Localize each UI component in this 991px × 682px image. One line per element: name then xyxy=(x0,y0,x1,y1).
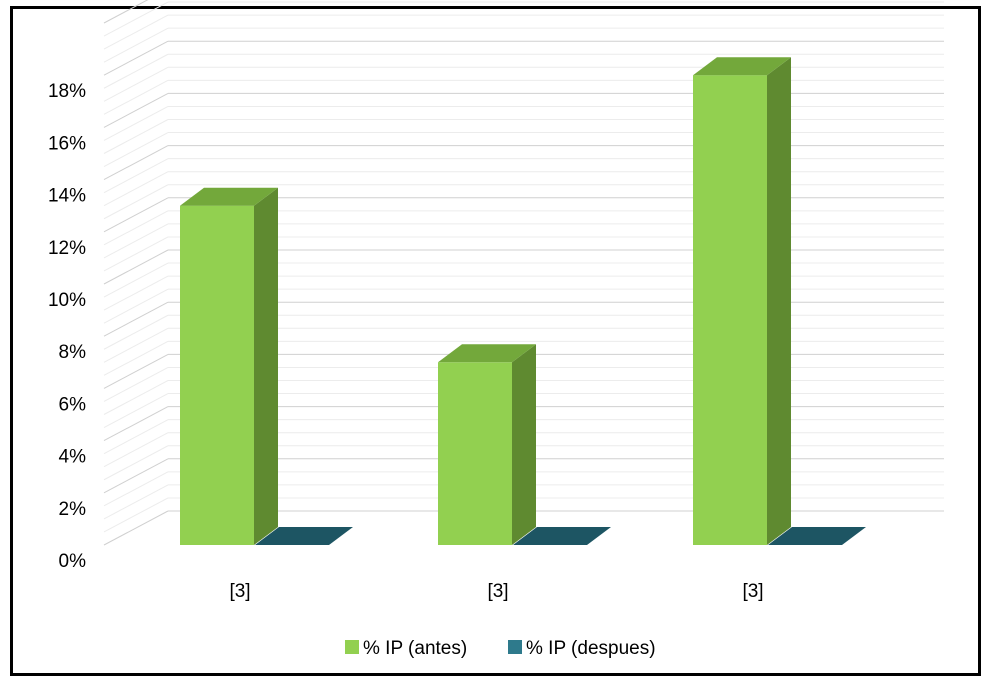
gridline-depth xyxy=(103,249,169,285)
gridline-depth xyxy=(103,210,169,246)
y-axis-ticks: 0% 2% 4% 6% 8% 10% 12% 14% 16% 18% xyxy=(48,81,86,572)
gridline-depth xyxy=(103,53,169,89)
y-tick-label: 8% xyxy=(59,342,87,363)
gridline-depth xyxy=(103,119,169,154)
gridline-depth xyxy=(103,340,169,376)
gridline-depth xyxy=(103,471,169,507)
gridline-depth xyxy=(103,92,169,128)
gridline-depth xyxy=(103,14,169,50)
category-labels: [3] [3] [3] xyxy=(229,581,763,602)
category-label: [3] xyxy=(742,581,763,602)
gridline-depth xyxy=(103,132,169,167)
gridline-depth xyxy=(103,497,169,533)
gridlines xyxy=(103,0,944,546)
gridline-depth xyxy=(103,66,169,102)
gridline-depth xyxy=(103,236,169,272)
legend: % IP (antes) % IP (despues) xyxy=(345,638,656,659)
gridline-depth xyxy=(103,353,169,389)
gridline-depth xyxy=(103,0,149,24)
bars xyxy=(180,57,866,545)
gridline-depth xyxy=(103,197,169,233)
gridline-depth xyxy=(103,79,169,115)
gridline-depth xyxy=(103,106,169,141)
y-tick-label: 0% xyxy=(59,551,87,572)
y-tick-label: 2% xyxy=(59,499,87,520)
gridline-depth xyxy=(103,27,169,63)
legend-label: % IP (despues) xyxy=(526,638,656,659)
y-tick-label: 12% xyxy=(48,238,86,259)
bar xyxy=(768,527,866,545)
gridline-depth xyxy=(103,158,169,194)
y-tick-label: 14% xyxy=(48,186,86,207)
bar xyxy=(438,344,536,545)
legend-swatch xyxy=(345,640,359,654)
gridline-depth xyxy=(103,275,169,311)
gridline-depth xyxy=(103,314,169,350)
gridline-depth xyxy=(103,510,169,546)
gridline-depth xyxy=(103,171,169,207)
gridline-depth xyxy=(103,445,169,481)
gridline-depth xyxy=(103,406,169,442)
legend-label: % IP (antes) xyxy=(363,638,467,659)
gridline-depth xyxy=(103,301,169,337)
gridline-depth xyxy=(103,484,169,520)
bar xyxy=(180,187,278,545)
gridline-depth xyxy=(103,288,169,324)
legend-swatch xyxy=(508,640,522,654)
bar xyxy=(693,57,791,545)
y-tick-label: 18% xyxy=(48,81,86,102)
y-tick-label: 6% xyxy=(59,394,87,415)
gridline-depth xyxy=(103,262,169,298)
category-label: [3] xyxy=(487,581,508,602)
gridline-depth xyxy=(103,458,169,494)
category-label: [3] xyxy=(229,581,250,602)
gridline-depth xyxy=(103,367,169,402)
gridline-depth xyxy=(103,1,169,37)
bar xyxy=(255,527,353,545)
gridline-depth xyxy=(103,393,169,428)
gridline-depth xyxy=(103,327,169,363)
gridline-depth xyxy=(103,40,169,76)
gridline-depth xyxy=(103,145,169,181)
gridline-depth xyxy=(103,419,169,455)
gridline-depth xyxy=(103,184,169,220)
y-tick-label: 10% xyxy=(48,290,86,311)
y-tick-label: 4% xyxy=(59,447,87,468)
gridline-depth xyxy=(103,432,169,468)
y-tick-label: 16% xyxy=(48,133,86,154)
bar xyxy=(513,527,611,545)
gridline-depth xyxy=(103,380,169,415)
gridline-depth xyxy=(103,223,169,259)
